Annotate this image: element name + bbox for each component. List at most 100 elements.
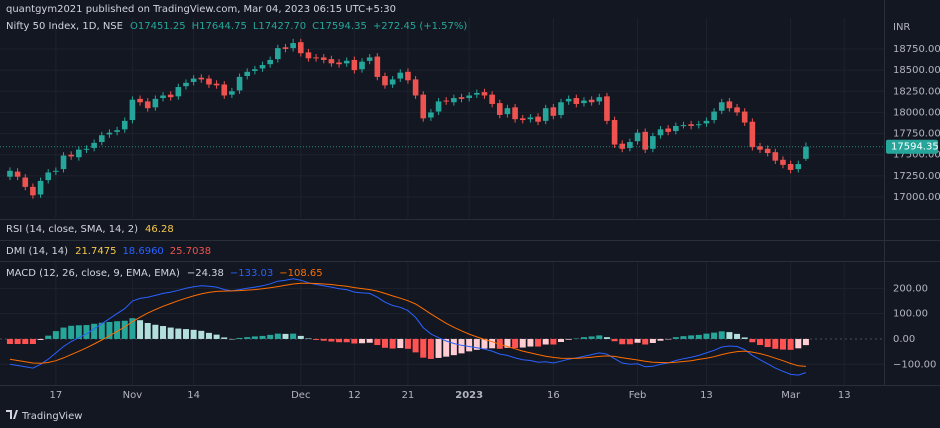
histogram-bar: [267, 334, 274, 339]
candle-body: [45, 172, 52, 181]
histogram-bar: [757, 338, 764, 346]
footer-logo: [6, 410, 18, 419]
candle-body: [22, 177, 29, 187]
candle-body: [634, 132, 641, 142]
candle-body: [588, 99, 595, 103]
histogram-bar: [435, 338, 442, 358]
candle-body: [213, 83, 220, 86]
histogram-bar: [718, 331, 725, 339]
candle-body: [726, 101, 733, 109]
histogram-bar: [565, 338, 572, 340]
histogram-bar: [175, 328, 182, 339]
histogram-bar: [167, 327, 174, 339]
candle-body: [443, 100, 450, 102]
histogram-bar: [328, 338, 335, 342]
histogram-bar: [489, 338, 496, 349]
histogram-bar: [458, 338, 465, 354]
y-tick-label: 18750.00: [893, 44, 940, 55]
histogram-bar: [649, 338, 656, 343]
candle-body: [764, 148, 771, 154]
histogram-bar: [68, 325, 75, 339]
candle-body: [650, 136, 656, 149]
candle-body: [481, 92, 488, 96]
histogram-bar: [703, 333, 710, 339]
legend-value: +272.45 (+1.57%): [373, 21, 468, 32]
histogram-bar: [527, 338, 534, 347]
last-price-badge: [886, 139, 938, 154]
legend-value: O17451.25: [130, 21, 186, 32]
histogram-bar: [343, 338, 350, 343]
y-tick-label: 17000.00: [893, 192, 940, 203]
candle-body: [129, 99, 136, 121]
legend-value: −108.65: [279, 268, 322, 279]
histogram-bar: [726, 332, 733, 339]
candle-body: [183, 82, 189, 87]
histogram-bar: [772, 338, 779, 349]
histogram-bar: [397, 338, 404, 349]
histogram-bar: [198, 330, 205, 339]
candle-body: [305, 52, 312, 59]
candle-body: [573, 98, 580, 104]
candle-body: [60, 155, 67, 170]
candle-body: [627, 142, 633, 148]
x-tick-label: 16: [547, 390, 560, 401]
candle-body: [68, 154, 74, 157]
candle-body: [343, 60, 350, 64]
candle-body: [489, 94, 495, 104]
candle-body: [428, 112, 434, 118]
candle-body: [290, 43, 296, 49]
currency-label: INR: [893, 22, 910, 33]
histogram-bar: [29, 338, 36, 345]
y-tick-label: 18500.00: [893, 65, 940, 76]
candle-body: [175, 87, 182, 97]
candle-body: [252, 69, 258, 71]
candle-body: [351, 59, 358, 71]
histogram-bar: [550, 338, 557, 345]
candle-body: [665, 128, 671, 132]
histogram-bar: [688, 335, 695, 339]
histogram-bar: [787, 338, 794, 350]
candle-body: [596, 97, 603, 102]
legend-value: 46.28: [145, 224, 174, 235]
histogram-bar: [412, 338, 419, 353]
histogram-bar: [603, 337, 610, 339]
candle-body: [512, 107, 518, 120]
x-tick-label: 13: [700, 390, 713, 401]
candle-body: [382, 76, 388, 86]
histogram-bar: [588, 336, 595, 339]
y-tick-label: 18250.00: [893, 86, 940, 97]
histogram-bar: [764, 338, 771, 348]
publisher: quantgym2021 published on TradingView.co…: [6, 4, 396, 15]
legend-value: L17427.70: [253, 21, 306, 32]
candle-body: [703, 120, 710, 124]
legend-value: H17644.75: [192, 21, 247, 32]
histogram-bar: [626, 338, 633, 345]
histogram-bar: [182, 329, 189, 339]
y-tick-label: 17500.00: [893, 150, 940, 161]
candle-body: [795, 164, 802, 170]
candle-body: [336, 62, 342, 65]
histogram-bar: [573, 338, 580, 339]
candle-body: [412, 79, 419, 96]
candle-body: [519, 118, 526, 121]
x-tick-label: 13: [838, 390, 851, 401]
histogram-bar: [190, 329, 197, 339]
candle-body: [259, 65, 266, 69]
candle-body: [198, 77, 205, 80]
candle-body: [680, 125, 687, 127]
x-tick-label: 17: [50, 390, 63, 401]
histogram-bar: [504, 338, 511, 348]
candle-body: [458, 97, 465, 99]
candle-body: [558, 102, 564, 115]
candle-body: [688, 124, 694, 126]
candle-body: [527, 117, 534, 120]
candle-body: [757, 146, 763, 150]
histogram-bar: [14, 338, 21, 345]
histogram-bar: [129, 318, 136, 339]
candle-body: [581, 100, 587, 104]
histogram-bar: [519, 338, 526, 348]
candle-body: [496, 103, 503, 115]
x-tick-label: 2023: [455, 390, 483, 401]
histogram-bar: [282, 333, 289, 339]
